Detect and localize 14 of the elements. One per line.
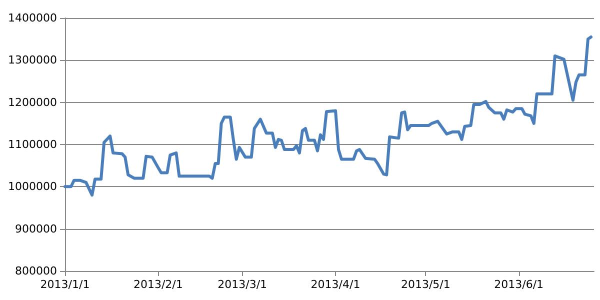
x-tick-label: 2013/2/1 — [133, 278, 183, 291]
x-tick-label: 2013/1/1 — [40, 278, 90, 291]
y-tick-label: 1200000 — [8, 96, 57, 109]
y-tick-label: 800000 — [15, 264, 57, 278]
x-tick-label: 2013/3/1 — [218, 278, 268, 291]
y-tick-label: 900000 — [15, 222, 57, 236]
line-series — [64, 35, 592, 197]
y-tick-label: 1100000 — [8, 138, 57, 151]
x-tick-label: 2013/6/1 — [494, 278, 544, 291]
x-tick-label: 2013/4/1 — [310, 278, 360, 291]
y-tick-label: 1000000 — [8, 180, 57, 194]
x-tick-label: 2013/5/1 — [400, 278, 450, 291]
y-tick-label: 1400000 — [8, 12, 57, 24]
y-tick-label: 1300000 — [8, 54, 57, 67]
